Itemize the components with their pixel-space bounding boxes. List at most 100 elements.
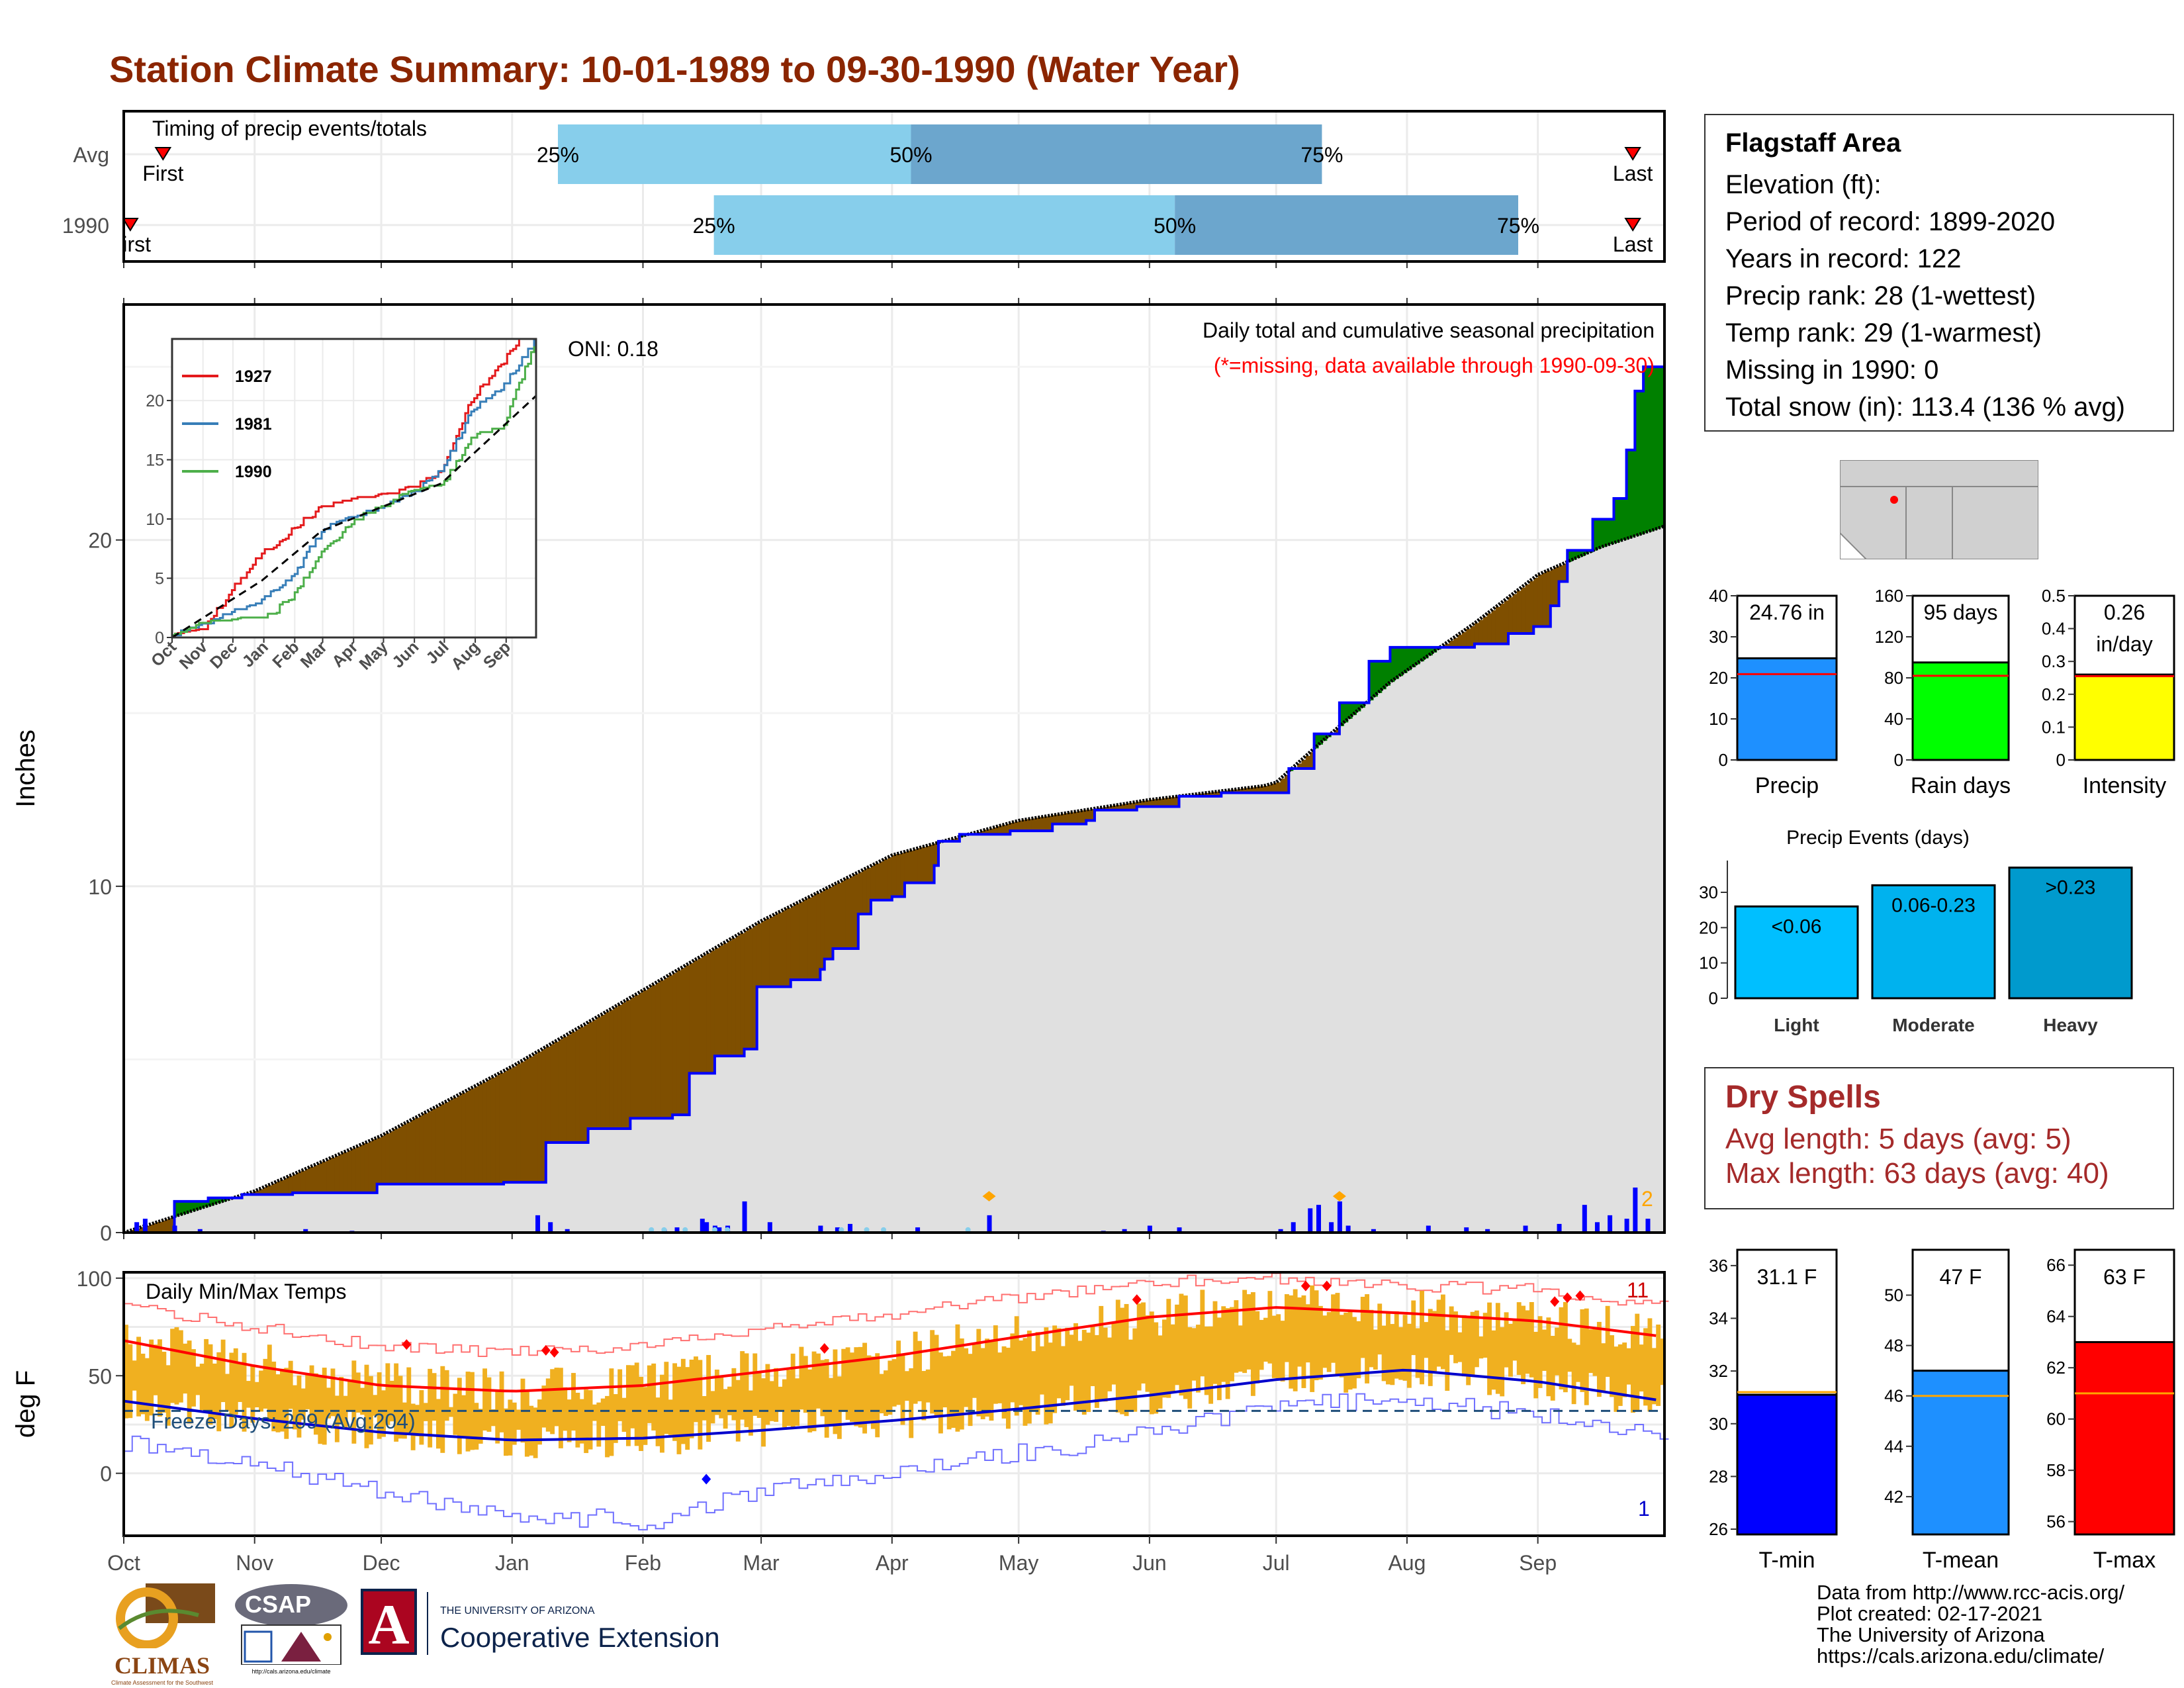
month-label: Jun (1132, 1551, 1167, 1575)
precip-deficit-segment (1170, 797, 1175, 807)
daily-precip-bar (1278, 1229, 1283, 1233)
daily-temp-bar (1347, 1310, 1353, 1390)
daily-temp-bar (1183, 1295, 1188, 1399)
precip-deficit-segment (1115, 805, 1120, 810)
daily-temp-bar (1449, 1306, 1454, 1355)
tbar-tick-label: 26 (1709, 1519, 1728, 1539)
info-years: Years in record: 122 (1725, 244, 1962, 273)
precip-surplus-segment (208, 1197, 213, 1206)
daily-temp-bar (735, 1380, 741, 1442)
precip-deficit-segment (537, 1051, 543, 1183)
precip-deficit-segment (567, 1034, 572, 1143)
tmin-average-line (123, 1368, 1657, 1442)
precip-deficit-segment (550, 1044, 555, 1143)
daily-temp-bar (1466, 1316, 1471, 1385)
daily-temp-bar (318, 1375, 323, 1444)
precip-deficit-segment (651, 985, 657, 1119)
daily-temp-bar (1592, 1327, 1598, 1376)
mini-label-0: Precip (1755, 773, 1819, 798)
daily-temp-bar (761, 1378, 766, 1447)
daily-temp-bar (1170, 1324, 1175, 1393)
footer-url: https://cals.arizona.edu/climate/ (1817, 1644, 2105, 1667)
precip-deficit-segment (1512, 594, 1518, 633)
dry-spells-title: Dry Spells (1725, 1080, 1881, 1115)
precip-deficit-segment (1132, 802, 1138, 810)
daily-temp-bar (158, 1339, 162, 1417)
daily-temp-bar (1014, 1316, 1019, 1416)
snow-marker (965, 1227, 971, 1233)
daily-temp-bar (1394, 1311, 1399, 1379)
daily-temp-bar (930, 1330, 935, 1414)
daily-temp-bar (841, 1348, 846, 1412)
precip-deficit-segment (1141, 801, 1146, 807)
daily-temp-bar (584, 1389, 589, 1454)
inset-series-1981 (172, 340, 536, 637)
csap-logo: CSAP http://cals.arizona.edu/climate (228, 1579, 354, 1685)
daily-temp-bar (1643, 1328, 1648, 1406)
daily-temp-bar (909, 1368, 914, 1438)
precip-deficit-segment (1086, 810, 1091, 821)
daily-temp-bar (545, 1378, 551, 1432)
snow-marker (661, 1227, 667, 1233)
daily-temp-bar (1187, 1327, 1193, 1409)
events-range-1: 0.06-0.23 (1891, 894, 1976, 916)
daily-precip-bar (848, 1223, 853, 1233)
precip-average-line (123, 524, 1665, 1235)
daily-temp-bar (440, 1366, 445, 1453)
mini-tick-label: 0 (1719, 750, 1728, 770)
precip-surplus-segment (1656, 367, 1661, 529)
precip-deficit-segment (592, 1019, 597, 1129)
daily-temp-bar (300, 1388, 306, 1420)
mini-tick-label: 0.3 (2042, 651, 2066, 671)
daily-temp-bar (195, 1366, 201, 1395)
daily-temp-bar (1263, 1317, 1268, 1362)
daily-precip-bar (1291, 1222, 1296, 1233)
daily-temp-bar (541, 1385, 547, 1428)
precip-deficit-segment (896, 854, 901, 897)
precip-surplus-segment (216, 1197, 222, 1203)
month-label: Sep (1519, 1551, 1557, 1575)
precip-deficit-segment (1263, 786, 1269, 793)
daily-temp-bar (1191, 1328, 1197, 1381)
precip-deficit-segment (639, 992, 644, 1119)
daily-temp-bar (136, 1336, 142, 1417)
record-high-line (124, 1272, 1669, 1358)
daily-temp-bar (617, 1369, 623, 1421)
precip-deficit-segment (870, 865, 876, 900)
precip-deficit-segment (694, 960, 699, 1074)
daily-temp-bar (1048, 1342, 1053, 1424)
daily-temp-bar (1365, 1294, 1370, 1383)
daily-temp-bar (1141, 1302, 1146, 1384)
precip-deficit-segment (1255, 786, 1260, 793)
precip-deficit-segment (508, 1068, 513, 1183)
daily-temp-bar (1381, 1325, 1387, 1382)
daily-temp-bar (896, 1340, 901, 1405)
daily-temp-bar (837, 1376, 842, 1439)
daily-temp-bar (183, 1343, 188, 1394)
tbar-tick-label: 62 (2046, 1358, 2066, 1378)
precip-deficit-segment (1103, 807, 1108, 810)
precip-surplus-segment (1614, 498, 1619, 543)
precip-deficit-segment (875, 863, 880, 900)
tbar-tick-label: 34 (1709, 1309, 1728, 1329)
precip-deficit-segment (811, 895, 817, 980)
precip-deficit-segment (351, 1149, 357, 1193)
precip-deficit-segment (470, 1088, 475, 1184)
precip-deficit-segment (1284, 774, 1289, 793)
events-tick-label: 10 (1699, 953, 1718, 973)
daily-temp-bar (845, 1347, 850, 1420)
events-tick-label: 0 (1709, 988, 1718, 1008)
timing-row-label-front: Avg (73, 143, 109, 167)
precip-deficit-segment (444, 1102, 449, 1184)
daily-temp-bar (1440, 1294, 1445, 1370)
daily-temp-bar (524, 1389, 529, 1457)
daily-temp-bar (1026, 1331, 1032, 1424)
precip-deficit-segment (934, 843, 939, 866)
precip-deficit-segment (866, 868, 872, 914)
precip-deficit-segment (360, 1145, 365, 1193)
mini-tick-label: 20 (1709, 668, 1728, 688)
daily-temp-bar (1647, 1318, 1653, 1412)
precip-deficit-segment (267, 1185, 272, 1195)
daily-temp-bar (1006, 1347, 1011, 1429)
mini-value-text-0: 24.76 in (1749, 600, 1825, 624)
